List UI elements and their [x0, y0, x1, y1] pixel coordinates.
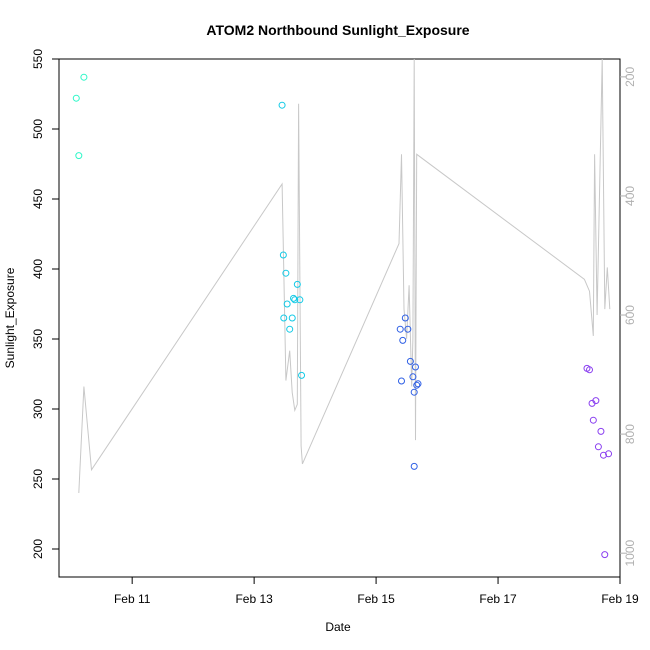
data-point [414, 380, 422, 388]
data-point [404, 325, 412, 333]
y-axis: 200 250 300 350 400 450 500 550 [31, 49, 60, 559]
data-point [282, 269, 290, 277]
data-point [411, 363, 419, 371]
y-tick-label: 300 [31, 399, 45, 419]
data-point [293, 280, 301, 288]
data-point [296, 296, 304, 304]
data-point [280, 314, 288, 322]
y2-tick-label: 800 [623, 424, 637, 444]
data-point [592, 397, 600, 405]
data-point [401, 314, 409, 322]
chart-title: ATOM2 Northbound Sunlight_Exposure [206, 22, 469, 38]
y-tick-label: 550 [31, 49, 45, 69]
series-layer [72, 58, 613, 559]
data-point [290, 294, 298, 302]
x-tick-label: Feb 19 [601, 592, 639, 606]
y-tick-label: 400 [31, 259, 45, 279]
data-point [399, 336, 407, 344]
y-tick-label: 500 [31, 119, 45, 139]
x-tick-label: Feb 13 [235, 592, 273, 606]
data-point [396, 325, 404, 333]
y-tick-label: 250 [31, 469, 45, 489]
y-tick-label: 200 [31, 539, 45, 559]
data-point [605, 450, 613, 458]
y2-axis: 200 400 600 800 1000 [620, 67, 637, 567]
data-point [288, 314, 296, 322]
data-point [597, 427, 605, 435]
data-point [594, 443, 602, 451]
y-axis-label: Sunlight_Exposure [3, 267, 17, 368]
data-point [397, 377, 405, 385]
data-point [286, 325, 294, 333]
x-axis-label: Date [325, 620, 351, 634]
data-point [409, 373, 417, 381]
data-point [589, 416, 597, 424]
y-tick-label: 350 [31, 329, 45, 349]
data-point [72, 94, 80, 102]
y-tick-label: 450 [31, 189, 45, 209]
y2-tick-label: 1000 [623, 540, 637, 567]
y2-tick-label: 600 [623, 305, 637, 325]
data-point [410, 388, 418, 396]
plot-frame [58, 58, 621, 578]
data-point [283, 300, 291, 308]
data-point [599, 451, 607, 459]
y2-tick-label: 200 [623, 67, 637, 87]
data-point [278, 101, 286, 109]
x-tick-label: Feb 15 [357, 592, 395, 606]
x-axis: Feb 11 Feb 13 Feb 15 Feb 17 Feb 19 [59, 576, 639, 606]
series-line-0 [78, 58, 611, 494]
data-point [298, 371, 306, 379]
data-point [75, 152, 83, 160]
data-point [291, 296, 299, 304]
data-point [586, 366, 594, 374]
data-point [413, 381, 421, 389]
data-point [410, 462, 418, 470]
data-point [601, 551, 609, 559]
data-point [80, 73, 88, 81]
x-tick-label: Feb 17 [479, 592, 517, 606]
data-point [406, 357, 414, 365]
x-tick-label: Feb 11 [114, 592, 151, 606]
y2-tick-label: 400 [623, 186, 637, 206]
data-point [279, 251, 287, 259]
